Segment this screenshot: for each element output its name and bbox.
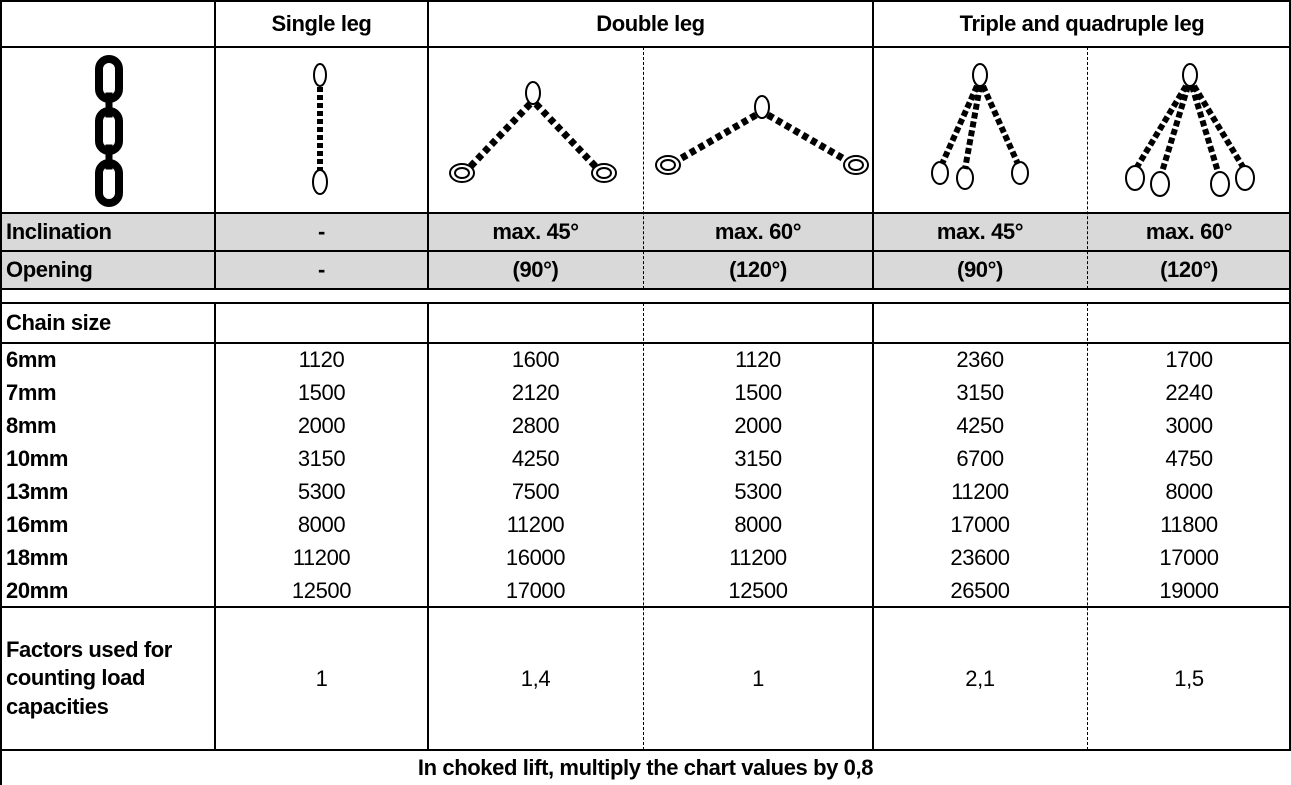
row-border xyxy=(0,250,1291,252)
double-leg-60-sling xyxy=(656,96,868,174)
column-border xyxy=(214,0,216,289)
angle-value: (120°) xyxy=(643,251,873,289)
capacity-value: 3000 xyxy=(1087,409,1291,442)
column-border xyxy=(214,303,216,750)
page: Single legDouble legTriple and quadruple… xyxy=(0,0,1291,785)
capacity-value: 23600 xyxy=(873,541,1087,574)
column-border xyxy=(872,303,874,750)
angle-value: max. 60° xyxy=(643,213,873,251)
capacity-value: 3150 xyxy=(215,442,428,475)
capacity-value: 5300 xyxy=(643,475,873,508)
row-label: Chain size xyxy=(0,303,215,343)
capacity-value: 11200 xyxy=(873,475,1087,508)
dashed-divider xyxy=(1087,303,1088,750)
capacity-value: 1120 xyxy=(215,343,428,376)
row-border xyxy=(0,302,1291,304)
capacity-value: 3150 xyxy=(873,376,1087,409)
capacity-value: 6700 xyxy=(873,442,1087,475)
capacity-value: 17000 xyxy=(1087,541,1291,574)
chain-size: 10mm xyxy=(0,442,215,475)
dashed-divider xyxy=(643,303,644,750)
capacity-value: 17000 xyxy=(428,574,643,607)
capacity-value: 8000 xyxy=(1087,475,1291,508)
row-border xyxy=(0,0,1291,2)
capacity-value: 2360 xyxy=(873,343,1087,376)
chain-size: 8mm xyxy=(0,409,215,442)
capacity-value: 5300 xyxy=(215,475,428,508)
capacity-value: 1500 xyxy=(643,376,873,409)
capacity-value: 26500 xyxy=(873,574,1087,607)
capacity-value: 1120 xyxy=(643,343,873,376)
capacity-value: 17000 xyxy=(873,508,1087,541)
capacity-value: 1500 xyxy=(215,376,428,409)
chain-size: 7mm xyxy=(0,376,215,409)
capacity-value: 12500 xyxy=(643,574,873,607)
chain-illustrations xyxy=(0,47,1291,213)
row-border xyxy=(0,749,1291,751)
angle-value: max. 45° xyxy=(873,213,1087,251)
factor-value: 1 xyxy=(643,607,873,750)
single-leg-sling xyxy=(313,64,327,194)
capacity-value: 2240 xyxy=(1087,376,1291,409)
angle-value: max. 45° xyxy=(428,213,643,251)
footer-note: In choked lift, multiply the chart value… xyxy=(0,750,1291,785)
capacity-value: 4250 xyxy=(428,442,643,475)
chain-size: 16mm xyxy=(0,508,215,541)
row-border xyxy=(0,288,1291,290)
column-border xyxy=(427,303,429,750)
capacity-value: 11200 xyxy=(215,541,428,574)
row-label: Factors used for counting load capacitie… xyxy=(0,607,215,750)
column-border xyxy=(0,0,2,785)
chain-size: 20mm xyxy=(0,574,215,607)
factor-value: 1,4 xyxy=(428,607,643,750)
capacity-value: 8000 xyxy=(643,508,873,541)
angle-value: (90°) xyxy=(873,251,1087,289)
capacity-value: 1600 xyxy=(428,343,643,376)
capacity-value: 11200 xyxy=(643,541,873,574)
capacity-value: 4250 xyxy=(873,409,1087,442)
capacity-value: 11800 xyxy=(1087,508,1291,541)
angle-value: max. 60° xyxy=(1087,213,1291,251)
row-border xyxy=(0,212,1291,214)
capacity-value: 12500 xyxy=(215,574,428,607)
chain-size: 6mm xyxy=(0,343,215,376)
capacity-value: 16000 xyxy=(428,541,643,574)
row-label: Inclination xyxy=(0,213,215,251)
column-border xyxy=(427,0,429,289)
angle-value: (90°) xyxy=(428,251,643,289)
dashed-divider xyxy=(643,47,644,289)
factor-value: 2,1 xyxy=(873,607,1087,750)
factor-value: 1 xyxy=(215,607,428,750)
chain-size: 13mm xyxy=(0,475,215,508)
row-border xyxy=(0,606,1291,608)
row-border xyxy=(0,342,1291,344)
capacity-value: 2120 xyxy=(428,376,643,409)
chain-icon xyxy=(99,59,119,203)
column-header: Triple and quadruple leg xyxy=(873,0,1291,47)
capacity-value: 19000 xyxy=(1087,574,1291,607)
capacity-value: 1700 xyxy=(1087,343,1291,376)
column-header: Double leg xyxy=(428,0,873,47)
capacity-value: 8000 xyxy=(215,508,428,541)
capacity-value: 7500 xyxy=(428,475,643,508)
quadruple-leg-60-sling xyxy=(1126,64,1254,196)
factor-value: 1,5 xyxy=(1087,607,1291,750)
row-border xyxy=(0,46,1291,48)
triple-leg-45-sling xyxy=(932,64,1028,189)
capacity-value: 4750 xyxy=(1087,442,1291,475)
angle-value: - xyxy=(215,213,428,251)
capacity-value: 2000 xyxy=(643,409,873,442)
double-leg-45-sling xyxy=(450,82,616,182)
capacity-value: 11200 xyxy=(428,508,643,541)
chain-size: 18mm xyxy=(0,541,215,574)
capacity-value: 2000 xyxy=(215,409,428,442)
capacity-value: 2800 xyxy=(428,409,643,442)
column-border xyxy=(872,0,874,289)
angle-value: (120°) xyxy=(1087,251,1291,289)
capacity-value: 3150 xyxy=(643,442,873,475)
row-label: Opening xyxy=(0,251,215,289)
angle-value: - xyxy=(215,251,428,289)
dashed-divider xyxy=(1087,47,1088,289)
column-header: Single leg xyxy=(215,0,428,47)
